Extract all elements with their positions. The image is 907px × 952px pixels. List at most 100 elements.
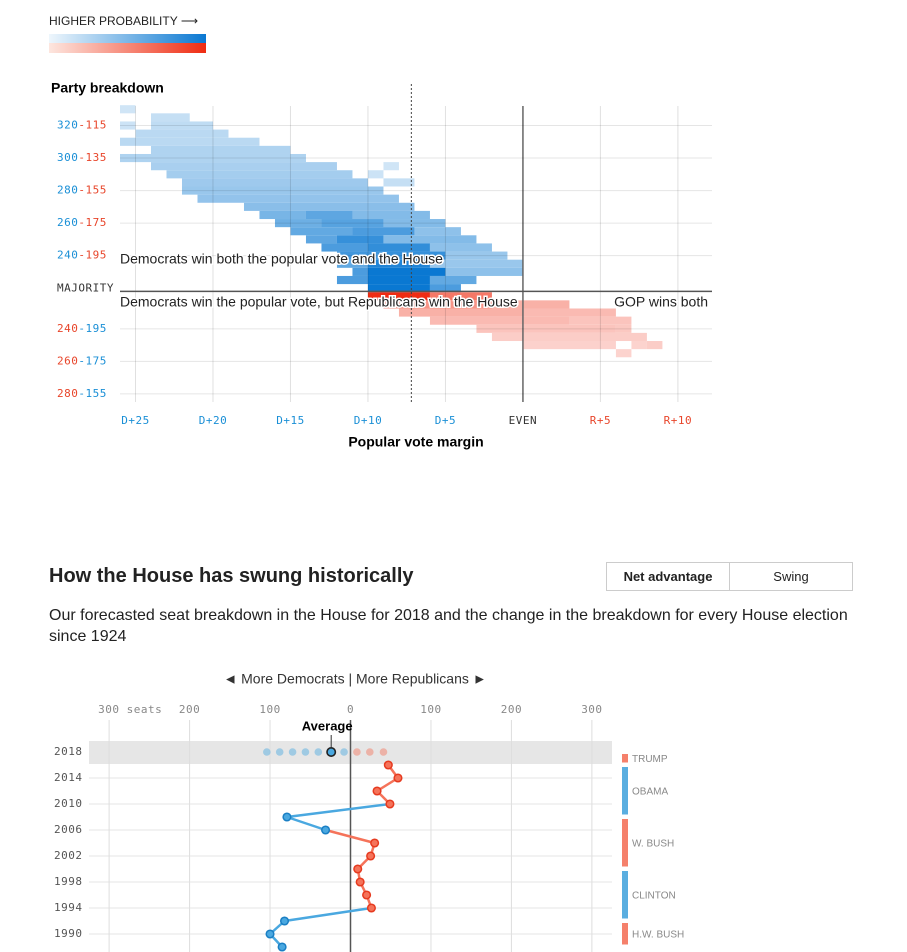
- heat-cell: [135, 129, 229, 138]
- swing-point: [366, 851, 376, 861]
- heat-cell: [336, 251, 384, 260]
- heat-cell: [646, 341, 663, 350]
- heat-cell: [305, 210, 353, 220]
- x-tick-label: 200: [179, 703, 200, 716]
- heat-cell: [522, 341, 616, 350]
- swing-point: [383, 760, 393, 770]
- swing-segment: [325, 828, 375, 845]
- y-tick-label: 2018: [54, 745, 83, 758]
- heat-cell: [367, 292, 430, 301]
- heat-cell: [429, 275, 477, 285]
- x-tick-label: 300: [581, 703, 602, 716]
- swing-point: [393, 773, 403, 783]
- y-tick-label: 240-195: [57, 249, 107, 262]
- toggle-button[interactable]: Net advantage: [607, 563, 730, 590]
- heat-cell: [383, 300, 492, 309]
- heat-cell: [352, 210, 430, 220]
- heat-cell: [429, 259, 523, 268]
- chart-title: Party breakdown: [51, 80, 164, 96]
- direction-label: ◄ More Democrats | More Republicans ►: [223, 671, 486, 687]
- swing-segment: [286, 802, 391, 819]
- annotation: GOP wins both: [614, 294, 708, 310]
- heat-cell: [367, 170, 384, 179]
- average-label: Average: [302, 718, 353, 733]
- president-label: TRUMP: [632, 754, 668, 765]
- heat-cell: [522, 308, 616, 317]
- x-tick-label: 100: [259, 703, 280, 716]
- swing-point: [370, 838, 380, 848]
- heat-cell: [383, 162, 399, 171]
- president-label: H.W. BUSH: [632, 929, 684, 940]
- president-bar: [622, 767, 628, 815]
- y-tick-label: 2006: [54, 823, 83, 836]
- x-tick-label: D+20: [199, 414, 228, 427]
- x-tick-label: D+10: [354, 414, 383, 427]
- heat-cell: [120, 137, 260, 146]
- y-tick-label: 240-195: [57, 322, 107, 335]
- swing-segment: [286, 815, 326, 832]
- heat-cell: [383, 235, 477, 244]
- heat-cell: [631, 341, 647, 350]
- heat-cell: [367, 275, 430, 285]
- heat-cell: [197, 194, 399, 203]
- x-tick-label: EVEN: [509, 414, 538, 427]
- y-tick-label: 1998: [54, 875, 83, 888]
- forecast-dot: [275, 748, 284, 756]
- heat-cell: [615, 324, 632, 333]
- section-title: How the House has swung historically: [49, 565, 414, 587]
- president-bar: [622, 754, 628, 763]
- heat-cell: [290, 227, 353, 236]
- heat-cell: [305, 235, 337, 244]
- heat-cell: [150, 121, 213, 130]
- heat-cell: [150, 113, 190, 122]
- x-tick-label: 100: [420, 703, 441, 716]
- forecast-dot: [263, 748, 271, 756]
- president-label: W. BUSH: [632, 838, 674, 849]
- forecast-dot: [379, 748, 388, 756]
- heat-cell: [383, 178, 415, 187]
- annotation: Democrats win both the popular vote and …: [120, 251, 443, 267]
- toggle-button[interactable]: Swing: [773, 569, 809, 584]
- y-tick-label: 260-175: [57, 354, 107, 367]
- forecast-dot: [314, 748, 323, 756]
- heat-cell: [336, 235, 384, 244]
- average-dot: [326, 746, 337, 757]
- x-axis-label: Popular vote margin: [348, 434, 483, 450]
- annotation: Democrats win the popular vote, but Repu…: [120, 294, 518, 310]
- x-tick-label: R+10: [664, 414, 693, 427]
- heat-cell: [569, 316, 632, 325]
- swing-point: [282, 812, 292, 822]
- heat-cell: [491, 300, 570, 309]
- heat-cell: [321, 219, 384, 228]
- heat-cell: [429, 243, 492, 252]
- swing-point: [372, 786, 382, 796]
- swing-point: [279, 916, 290, 926]
- x-tick-label: D+5: [435, 414, 456, 427]
- forecast-dot: [353, 748, 361, 756]
- x-tick-label: D+25: [121, 414, 150, 427]
- heat-cell: [367, 284, 430, 293]
- heat-cell: [429, 292, 492, 301]
- president-bar: [622, 871, 628, 919]
- view-toggle: Net advantage Swing: [606, 562, 853, 591]
- president-label: OBAMA: [632, 786, 668, 797]
- heat-cell: [321, 243, 368, 252]
- heat-cell: [429, 284, 461, 293]
- heat-cell: [398, 308, 523, 317]
- heat-cell: [491, 332, 647, 342]
- y-tick-label: 2010: [54, 797, 83, 810]
- swing-point: [265, 929, 275, 939]
- president-label: CLINTON: [632, 890, 676, 901]
- heat-cell: [367, 259, 430, 268]
- heat-cell: [352, 267, 368, 276]
- heat-cell: [429, 316, 570, 325]
- heat-cell: [445, 267, 523, 276]
- swing-point: [353, 864, 363, 874]
- heat-cell: [414, 227, 461, 236]
- heat-cell: [120, 153, 306, 163]
- heat-cell: [166, 170, 353, 179]
- y-tick-label: 1994: [54, 901, 83, 914]
- heat-cell: [181, 178, 368, 187]
- swing-point: [355, 877, 365, 887]
